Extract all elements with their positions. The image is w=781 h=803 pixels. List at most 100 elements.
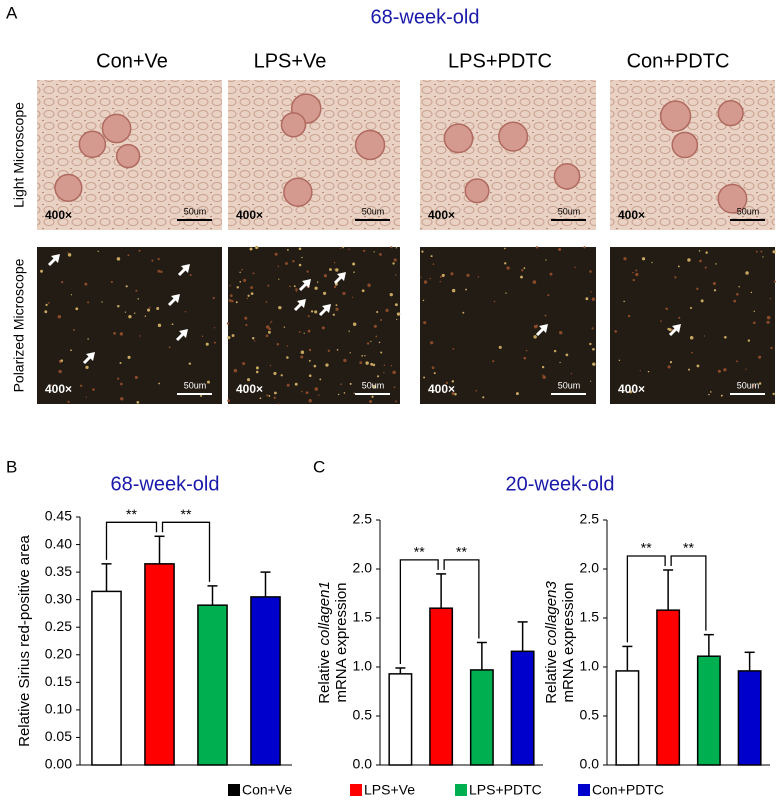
birefringent-speck bbox=[736, 292, 739, 296]
birefringent-speck bbox=[493, 300, 496, 303]
birefringent-speck bbox=[641, 257, 646, 261]
birefringent-speck bbox=[371, 395, 374, 398]
birefringent-speck bbox=[323, 274, 328, 278]
birefringent-speck bbox=[213, 341, 216, 344]
birefringent-speck bbox=[772, 250, 776, 254]
birefringent-speck bbox=[113, 331, 116, 335]
birefringent-speck bbox=[623, 300, 625, 303]
birefringent-speck bbox=[229, 284, 232, 287]
birefringent-speck bbox=[352, 262, 356, 266]
birefringent-speck bbox=[750, 291, 753, 294]
birefringent-speck bbox=[766, 315, 771, 320]
birefringent-speck bbox=[67, 252, 69, 254]
birefringent-speck bbox=[393, 258, 397, 262]
birefringent-speck bbox=[535, 324, 539, 328]
birefringent-speck bbox=[300, 355, 304, 359]
arrow-head bbox=[302, 279, 311, 288]
birefringent-speck bbox=[340, 383, 342, 386]
birefringent-speck bbox=[592, 362, 596, 366]
glomerulus bbox=[78, 130, 107, 159]
glomerulus bbox=[115, 143, 141, 169]
birefringent-speck bbox=[273, 396, 276, 399]
birefringent-speck bbox=[747, 339, 751, 342]
y-tick-label: 0.10 bbox=[45, 701, 72, 717]
birefringent-speck bbox=[128, 315, 132, 319]
bar bbox=[469, 669, 494, 766]
birefringent-speck bbox=[559, 361, 561, 364]
birefringent-speck bbox=[292, 259, 295, 263]
birefringent-speck bbox=[342, 291, 346, 296]
birefringent-speck bbox=[236, 286, 239, 289]
birefringent-speck bbox=[84, 282, 88, 286]
birefringent-speck bbox=[544, 314, 547, 317]
birefringent-speck bbox=[506, 266, 510, 270]
birefringent-speck bbox=[369, 400, 373, 404]
birefringent-speck bbox=[125, 285, 128, 288]
birefringent-speck bbox=[390, 246, 393, 249]
legend-label: LPS+Ve bbox=[364, 782, 415, 798]
birefringent-speck bbox=[591, 297, 596, 301]
birefringent-speck bbox=[241, 268, 243, 271]
birefringent-speck bbox=[305, 391, 309, 395]
birefringent-speck bbox=[295, 288, 298, 291]
birefringent-speck bbox=[259, 397, 262, 400]
birefringent-speck bbox=[206, 380, 210, 384]
birefringent-speck bbox=[439, 275, 442, 278]
birefringent-speck bbox=[322, 291, 327, 295]
birefringent-speck bbox=[57, 314, 62, 319]
birefringent-speck bbox=[139, 335, 141, 337]
birefringent-speck bbox=[385, 308, 389, 312]
birefringent-speck bbox=[294, 382, 298, 386]
birefringent-speck bbox=[772, 392, 775, 396]
birefringent-speck bbox=[383, 364, 386, 367]
birefringent-speck bbox=[79, 384, 83, 387]
birefringent-speck bbox=[394, 274, 397, 276]
birefringent-speck bbox=[736, 360, 738, 363]
bar bbox=[696, 655, 721, 766]
birefringent-speck bbox=[349, 382, 352, 385]
birefringent-speck bbox=[274, 391, 277, 395]
birefringent-speck bbox=[465, 288, 467, 291]
birefringent-speck bbox=[250, 292, 254, 295]
birefringent-speck bbox=[343, 358, 347, 363]
birefringent-speck bbox=[117, 377, 120, 380]
birefringent-speck bbox=[87, 338, 89, 340]
y-tick-label: 0.05 bbox=[45, 728, 72, 744]
birefringent-speck bbox=[668, 328, 672, 332]
birefringent-speck bbox=[301, 390, 303, 393]
birefringent-speck bbox=[335, 268, 339, 272]
birefringent-speck bbox=[589, 342, 592, 346]
birefringent-speck bbox=[273, 371, 277, 376]
scale-bar-label: 50um bbox=[558, 380, 581, 390]
bar bbox=[197, 604, 228, 766]
birefringent-speck bbox=[373, 251, 375, 253]
birefringent-speck bbox=[325, 363, 329, 367]
glomerulus bbox=[464, 178, 490, 204]
image-background bbox=[37, 247, 222, 404]
birefringent-speck bbox=[504, 262, 507, 265]
significance-bracket bbox=[626, 555, 666, 643]
birefringent-speck bbox=[698, 250, 701, 252]
birefringent-speck bbox=[450, 272, 454, 276]
birefringent-speck bbox=[441, 273, 445, 277]
significance-bracket bbox=[105, 521, 158, 560]
birefringent-speck bbox=[332, 313, 335, 316]
birefringent-speck bbox=[696, 364, 700, 368]
birefringent-speck bbox=[583, 246, 586, 249]
birefringent-speck bbox=[699, 259, 702, 263]
birefringent-speck bbox=[268, 395, 271, 397]
y-tick-label: 0.25 bbox=[45, 618, 72, 634]
birefringent-speck bbox=[758, 355, 762, 359]
light-micrograph: 400× 50um bbox=[420, 80, 596, 230]
birefringent-speck bbox=[228, 298, 232, 302]
birefringent-speck bbox=[289, 285, 291, 288]
birefringent-speck bbox=[492, 360, 495, 363]
birefringent-speck bbox=[44, 310, 48, 314]
birefringent-speck bbox=[298, 263, 302, 267]
birefringent-speck bbox=[189, 273, 192, 277]
significance-bracket bbox=[399, 559, 439, 664]
birefringent-speck bbox=[477, 276, 480, 278]
birefringent-speck bbox=[688, 368, 691, 371]
birefringent-speck bbox=[635, 272, 639, 277]
